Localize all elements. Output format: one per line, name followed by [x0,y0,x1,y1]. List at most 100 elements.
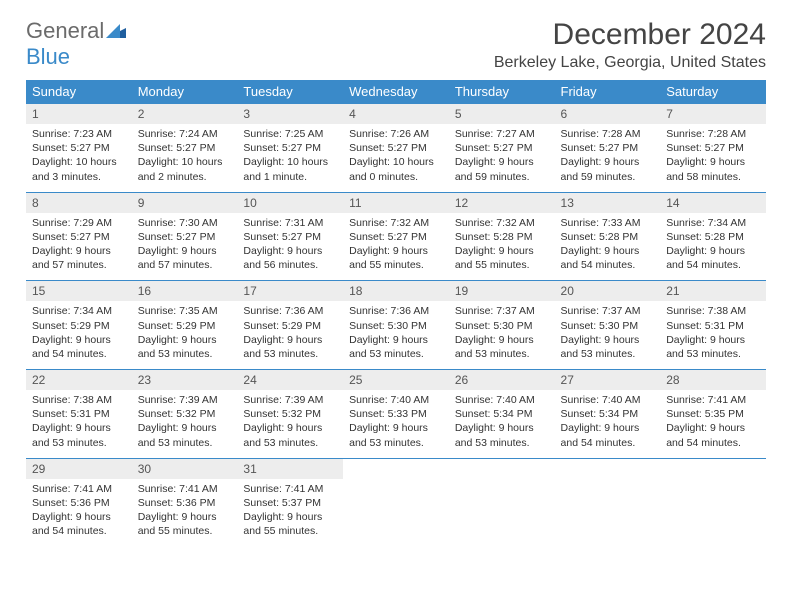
sunset-line: Sunset: 5:28 PM [561,230,655,244]
daylight-line: Daylight: 9 hours and 53 minutes. [138,421,232,449]
day-cell: 18Sunrise: 7:36 AMSunset: 5:30 PMDayligh… [343,281,449,370]
day-detail: Sunrise: 7:30 AMSunset: 5:27 PMDaylight:… [132,213,238,281]
day-cell: 7Sunrise: 7:28 AMSunset: 5:27 PMDaylight… [660,104,766,193]
week-row: 15Sunrise: 7:34 AMSunset: 5:29 PMDayligh… [26,281,766,370]
day-detail: Sunrise: 7:34 AMSunset: 5:29 PMDaylight:… [26,301,132,369]
daylight-line: Daylight: 9 hours and 56 minutes. [243,244,337,272]
daylight-line: Daylight: 10 hours and 0 minutes. [349,155,443,183]
sunrise-line: Sunrise: 7:23 AM [32,127,126,141]
daylight-line: Daylight: 9 hours and 53 minutes. [561,333,655,361]
day-cell: 14Sunrise: 7:34 AMSunset: 5:28 PMDayligh… [660,192,766,281]
weekday-monday: Monday [132,80,238,104]
day-number: 14 [660,193,766,213]
logo-text: General Blue [26,18,126,70]
day-number: 5 [449,104,555,124]
day-cell: 26Sunrise: 7:40 AMSunset: 5:34 PMDayligh… [449,370,555,459]
daylight-line: Daylight: 10 hours and 1 minute. [243,155,337,183]
day-detail: Sunrise: 7:37 AMSunset: 5:30 PMDaylight:… [449,301,555,369]
day-number: 9 [132,193,238,213]
sunrise-line: Sunrise: 7:26 AM [349,127,443,141]
sunrise-line: Sunrise: 7:32 AM [455,216,549,230]
day-detail: Sunrise: 7:26 AMSunset: 5:27 PMDaylight:… [343,124,449,192]
day-cell: 12Sunrise: 7:32 AMSunset: 5:28 PMDayligh… [449,192,555,281]
daylight-line: Daylight: 9 hours and 53 minutes. [138,333,232,361]
day-cell: 31Sunrise: 7:41 AMSunset: 5:37 PMDayligh… [237,458,343,546]
sunrise-line: Sunrise: 7:36 AM [349,304,443,318]
day-number: 15 [26,281,132,301]
daylight-line: Daylight: 9 hours and 57 minutes. [32,244,126,272]
day-detail: Sunrise: 7:38 AMSunset: 5:31 PMDaylight:… [26,390,132,458]
weekday-tuesday: Tuesday [237,80,343,104]
day-detail: Sunrise: 7:40 AMSunset: 5:34 PMDaylight:… [555,390,661,458]
day-cell [555,458,661,546]
brand-logo: General Blue [26,18,126,70]
weekday-thursday: Thursday [449,80,555,104]
day-number: 17 [237,281,343,301]
day-number: 3 [237,104,343,124]
day-detail: Sunrise: 7:33 AMSunset: 5:28 PMDaylight:… [555,213,661,281]
sunset-line: Sunset: 5:27 PM [243,141,337,155]
weekday-header-row: SundayMondayTuesdayWednesdayThursdayFrid… [26,80,766,104]
sunrise-line: Sunrise: 7:32 AM [349,216,443,230]
sunset-line: Sunset: 5:27 PM [455,141,549,155]
day-detail: Sunrise: 7:40 AMSunset: 5:33 PMDaylight:… [343,390,449,458]
day-detail: Sunrise: 7:32 AMSunset: 5:28 PMDaylight:… [449,213,555,281]
day-number: 1 [26,104,132,124]
day-detail: Sunrise: 7:28 AMSunset: 5:27 PMDaylight:… [555,124,661,192]
sunset-line: Sunset: 5:29 PM [32,319,126,333]
sunset-line: Sunset: 5:36 PM [32,496,126,510]
day-detail: Sunrise: 7:39 AMSunset: 5:32 PMDaylight:… [132,390,238,458]
sunset-line: Sunset: 5:27 PM [349,141,443,155]
calendar-body: 1Sunrise: 7:23 AMSunset: 5:27 PMDaylight… [26,104,766,547]
day-cell: 1Sunrise: 7:23 AMSunset: 5:27 PMDaylight… [26,104,132,193]
day-cell: 20Sunrise: 7:37 AMSunset: 5:30 PMDayligh… [555,281,661,370]
daylight-line: Daylight: 9 hours and 53 minutes. [666,333,760,361]
weekday-wednesday: Wednesday [343,80,449,104]
week-row: 1Sunrise: 7:23 AMSunset: 5:27 PMDaylight… [26,104,766,193]
weekday-sunday: Sunday [26,80,132,104]
day-cell: 9Sunrise: 7:30 AMSunset: 5:27 PMDaylight… [132,192,238,281]
sunrise-line: Sunrise: 7:28 AM [561,127,655,141]
sunset-line: Sunset: 5:27 PM [561,141,655,155]
sunrise-line: Sunrise: 7:37 AM [561,304,655,318]
day-cell: 4Sunrise: 7:26 AMSunset: 5:27 PMDaylight… [343,104,449,193]
daylight-line: Daylight: 9 hours and 54 minutes. [32,333,126,361]
day-detail: Sunrise: 7:31 AMSunset: 5:27 PMDaylight:… [237,213,343,281]
brand-general: General [26,18,104,43]
day-number: 8 [26,193,132,213]
sunset-line: Sunset: 5:27 PM [138,141,232,155]
sunrise-line: Sunrise: 7:41 AM [32,482,126,496]
header-bar: General Blue December 2024 Berkeley Lake… [26,18,766,72]
day-cell: 19Sunrise: 7:37 AMSunset: 5:30 PMDayligh… [449,281,555,370]
sunset-line: Sunset: 5:33 PM [349,407,443,421]
daylight-line: Daylight: 9 hours and 55 minutes. [138,510,232,538]
day-cell: 25Sunrise: 7:40 AMSunset: 5:33 PMDayligh… [343,370,449,459]
day-cell: 11Sunrise: 7:32 AMSunset: 5:27 PMDayligh… [343,192,449,281]
daylight-line: Daylight: 9 hours and 53 minutes. [32,421,126,449]
daylight-line: Daylight: 9 hours and 55 minutes. [349,244,443,272]
sunset-line: Sunset: 5:27 PM [349,230,443,244]
sunrise-line: Sunrise: 7:34 AM [32,304,126,318]
daylight-line: Daylight: 9 hours and 53 minutes. [349,333,443,361]
day-cell: 23Sunrise: 7:39 AMSunset: 5:32 PMDayligh… [132,370,238,459]
day-detail: Sunrise: 7:36 AMSunset: 5:30 PMDaylight:… [343,301,449,369]
calendar-table: SundayMondayTuesdayWednesdayThursdayFrid… [26,80,766,546]
day-cell: 21Sunrise: 7:38 AMSunset: 5:31 PMDayligh… [660,281,766,370]
sunrise-line: Sunrise: 7:25 AM [243,127,337,141]
daylight-line: Daylight: 9 hours and 54 minutes. [561,421,655,449]
week-row: 22Sunrise: 7:38 AMSunset: 5:31 PMDayligh… [26,370,766,459]
daylight-line: Daylight: 9 hours and 53 minutes. [243,333,337,361]
day-number: 18 [343,281,449,301]
daylight-line: Daylight: 9 hours and 54 minutes. [666,421,760,449]
sunset-line: Sunset: 5:32 PM [243,407,337,421]
day-detail: Sunrise: 7:36 AMSunset: 5:29 PMDaylight:… [237,301,343,369]
title-block: December 2024 Berkeley Lake, Georgia, Un… [494,18,766,72]
sunrise-line: Sunrise: 7:41 AM [666,393,760,407]
sunset-line: Sunset: 5:28 PM [455,230,549,244]
sunrise-line: Sunrise: 7:40 AM [455,393,549,407]
day-number: 6 [555,104,661,124]
day-cell: 17Sunrise: 7:36 AMSunset: 5:29 PMDayligh… [237,281,343,370]
sunrise-line: Sunrise: 7:37 AM [455,304,549,318]
day-number: 20 [555,281,661,301]
day-number: 28 [660,370,766,390]
